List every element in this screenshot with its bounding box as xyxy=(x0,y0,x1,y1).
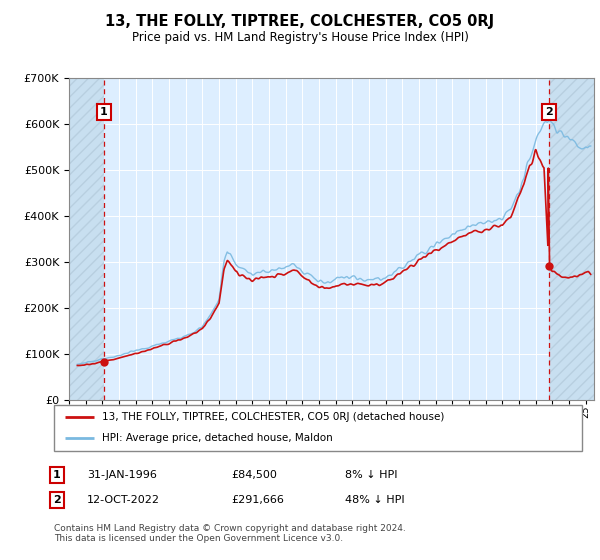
Text: 2: 2 xyxy=(53,495,61,505)
Text: 13, THE FOLLY, TIPTREE, COLCHESTER, CO5 0RJ (detached house): 13, THE FOLLY, TIPTREE, COLCHESTER, CO5 … xyxy=(101,412,444,422)
Text: Price paid vs. HM Land Registry's House Price Index (HPI): Price paid vs. HM Land Registry's House … xyxy=(131,31,469,44)
Text: HPI: Average price, detached house, Maldon: HPI: Average price, detached house, Mald… xyxy=(101,433,332,444)
Text: £291,666: £291,666 xyxy=(231,495,284,505)
Text: 12-OCT-2022: 12-OCT-2022 xyxy=(87,495,160,505)
FancyBboxPatch shape xyxy=(54,405,582,451)
Text: 8% ↓ HPI: 8% ↓ HPI xyxy=(345,470,398,480)
Text: 13, THE FOLLY, TIPTREE, COLCHESTER, CO5 0RJ: 13, THE FOLLY, TIPTREE, COLCHESTER, CO5 … xyxy=(106,14,494,29)
Bar xyxy=(69,78,104,400)
Text: 1: 1 xyxy=(100,107,107,117)
Text: 48% ↓ HPI: 48% ↓ HPI xyxy=(345,495,404,505)
Text: 2: 2 xyxy=(545,107,553,117)
Text: Contains HM Land Registry data © Crown copyright and database right 2024.
This d: Contains HM Land Registry data © Crown c… xyxy=(54,524,406,543)
Text: 1: 1 xyxy=(53,470,61,480)
Bar xyxy=(549,78,594,400)
Text: £84,500: £84,500 xyxy=(231,470,277,480)
Text: 31-JAN-1996: 31-JAN-1996 xyxy=(87,470,157,480)
